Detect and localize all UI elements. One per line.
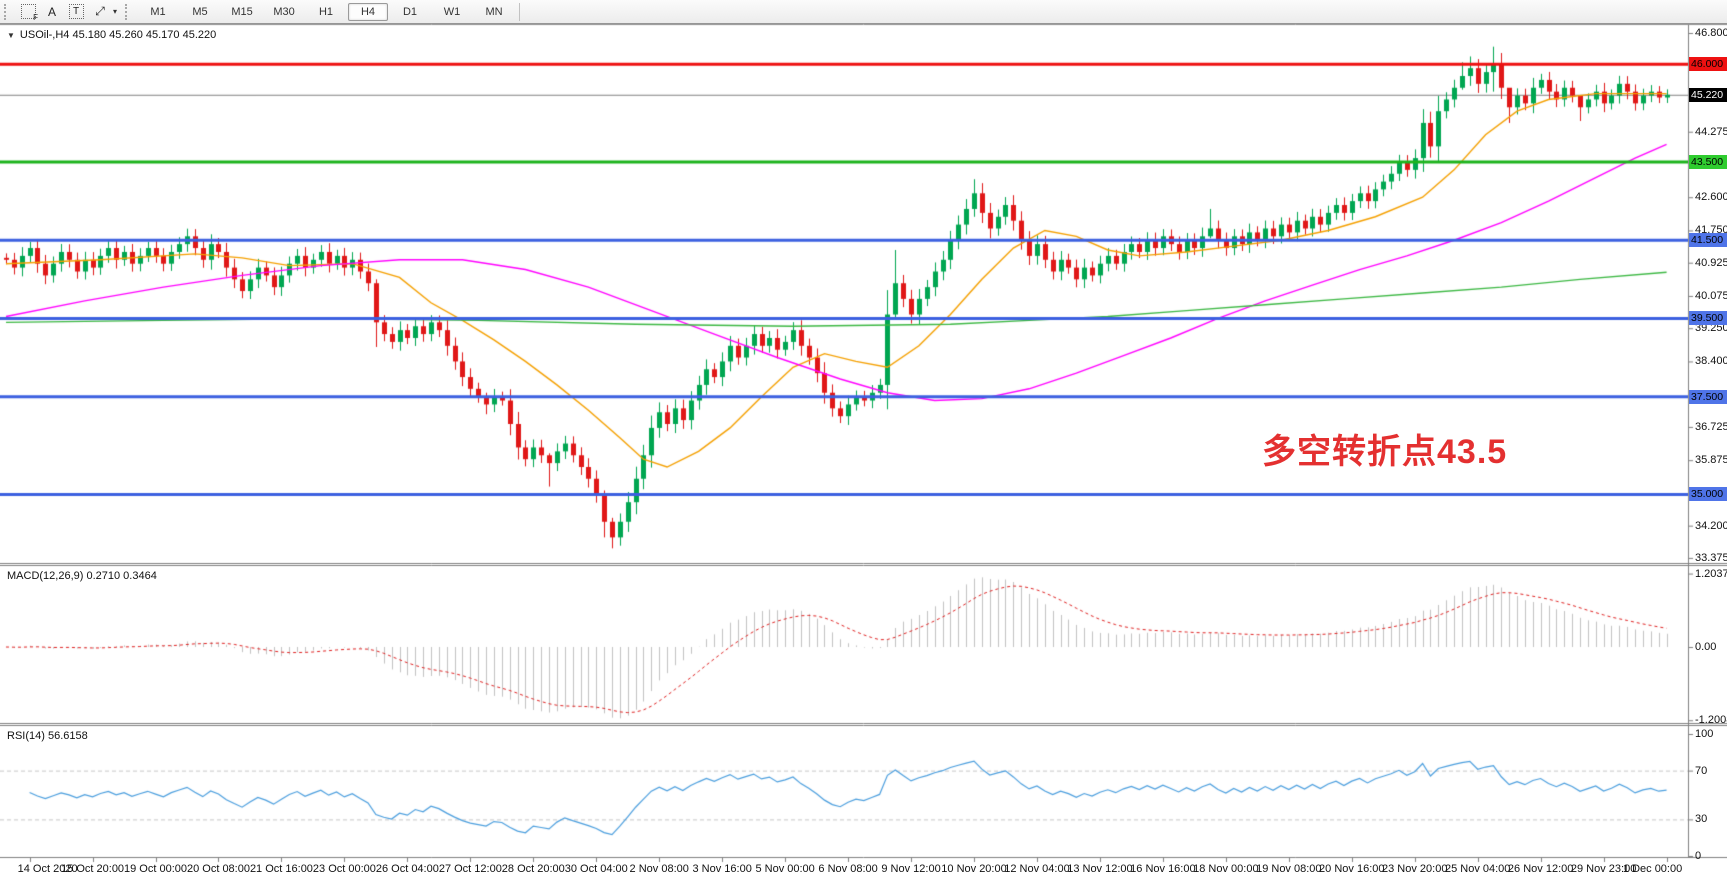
price-level-badge: 39.500 <box>1689 311 1727 326</box>
time-axis-label: 19 Nov 08:00 <box>1256 863 1322 875</box>
price-tick-label: 34.200 <box>1695 519 1727 532</box>
symbol-title[interactable]: ▼ USOil-,H4 45.180 45.260 45.170 45.220 <box>7 29 216 41</box>
time-axis-label: 29 Nov 23:00 <box>1570 863 1637 875</box>
time-axis-label: 9 Nov 12:00 <box>881 863 941 875</box>
rsi-axis-label: 30 <box>1695 813 1708 826</box>
rsi-axis-label: 100 <box>1695 728 1714 740</box>
price-level-badge: 37.500 <box>1689 389 1727 404</box>
rsi-axis-label: 70 <box>1695 764 1708 777</box>
time-axis-label: 20 Oct 08:00 <box>186 863 250 875</box>
rsi-indicator-label: RSI(14) 56.6158 <box>7 730 88 742</box>
time-axis-label: 19 Oct 00:00 <box>124 863 188 875</box>
price-tick-label: 33.375 <box>1695 551 1727 564</box>
time-axis-label: 21 Oct 16:00 <box>249 863 313 875</box>
rsi-axis-label: 0 <box>1695 850 1702 862</box>
macd-axis-label: 1.2037 <box>1695 567 1727 580</box>
price-tick-label: 40.075 <box>1695 289 1727 302</box>
price-tick-label: 46.800 <box>1695 27 1727 39</box>
time-axis-label: 2 Nov 08:00 <box>629 863 689 875</box>
price-level-badge: 41.500 <box>1689 233 1727 248</box>
macd-indicator-label: MACD(12,26,9) 0.2710 0.3464 <box>7 570 157 582</box>
time-axis-label: 23 Nov 20:00 <box>1382 863 1448 875</box>
price-tick-label: 44.275 <box>1695 125 1727 138</box>
time-axis-label: 30 Oct 04:00 <box>564 863 628 875</box>
time-axis-label: 14 Oct 2020 <box>17 863 78 875</box>
time-axis-label: 27 Oct 12:00 <box>438 863 502 875</box>
chart-annotation-text: 多空转折点43.5 <box>1262 433 1508 471</box>
price-level-badge: 43.500 <box>1689 155 1727 170</box>
time-axis-label: 3 Nov 16:00 <box>692 863 752 875</box>
time-axis-label: 10 Nov 20:00 <box>941 863 1007 875</box>
time-axis-label: 1 Dec 00:00 <box>1622 863 1683 875</box>
price-tick-label: 40.925 <box>1695 256 1727 269</box>
macd-axis-label: -1.2008 <box>1695 714 1727 727</box>
time-axis-label: 26 Nov 12:00 <box>1507 863 1574 875</box>
time-axis-label: 20 Nov 16:00 <box>1319 863 1385 875</box>
symbol-ohlc-text: USOil-,H4 45.180 45.260 45.170 45.220 <box>19 29 217 41</box>
price-tick-label: 42.600 <box>1695 191 1727 204</box>
price-tick-label: 38.400 <box>1695 355 1727 368</box>
time-axis-label: 5 Nov 00:00 <box>755 863 815 875</box>
time-axis-label: 18 Nov 00:00 <box>1193 863 1259 875</box>
price-tick-label: 35.875 <box>1695 454 1727 467</box>
time-axis-label: 23 Oct 00:00 <box>312 863 376 875</box>
time-axis-label: 25 Nov 04:00 <box>1444 863 1511 875</box>
time-axis-label: 6 Nov 08:00 <box>818 863 878 875</box>
time-axis-label: 26 Oct 04:00 <box>375 863 439 875</box>
macd-axis-label: 0.00 <box>1695 641 1717 653</box>
price-level-badge: 35.000 <box>1689 487 1727 502</box>
time-axis-label: 12 Nov 04:00 <box>1004 863 1070 875</box>
collapse-triangle-icon[interactable]: ▼ <box>7 31 15 40</box>
time-axis-label: 16 Nov 16:00 <box>1130 863 1196 875</box>
price-tick-label: 36.725 <box>1695 420 1727 433</box>
price-level-badge: 46.000 <box>1689 57 1727 72</box>
time-axis-label: 15 Oct 20:00 <box>61 863 125 875</box>
time-axis-label: 13 Nov 12:00 <box>1067 863 1133 875</box>
time-axis-label: 28 Oct 20:00 <box>501 863 565 875</box>
price-level-badge: 45.220 <box>1689 87 1727 102</box>
